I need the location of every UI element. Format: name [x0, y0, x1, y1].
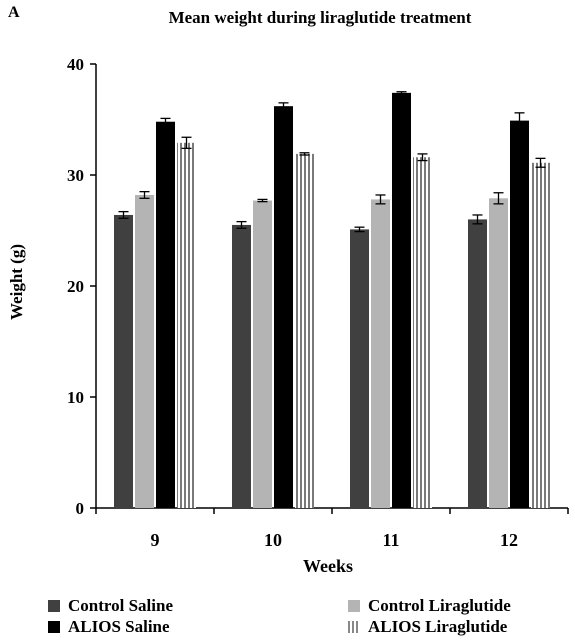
bar: [274, 106, 293, 509]
x-axis-label: Weeks: [303, 556, 353, 576]
bar: [177, 142, 196, 508]
bar: [135, 194, 154, 509]
x-tick-label: 12: [500, 530, 518, 550]
bar: [489, 198, 508, 508]
bar: [413, 157, 432, 509]
bar: [392, 92, 411, 509]
y-tick-label: 40: [67, 55, 84, 74]
bar: [371, 199, 390, 509]
bar: [232, 224, 251, 508]
y-axis-label: Weight (g): [7, 244, 26, 320]
y-tick-label: 0: [76, 499, 85, 518]
bar: [253, 200, 272, 508]
bar: [114, 214, 133, 508]
y-tick-label: 30: [67, 166, 84, 185]
y-tick-label: 10: [67, 388, 84, 407]
bar: [510, 120, 529, 509]
chart-title: Mean weight during liraglutide treatment: [168, 8, 472, 27]
y-tick-label: 20: [67, 277, 84, 296]
x-tick-label: 11: [382, 530, 399, 550]
x-tick-label: 9: [151, 530, 160, 550]
bar: [468, 219, 487, 508]
bar: [156, 121, 175, 508]
bar: [531, 162, 550, 509]
panel-letter: A: [8, 4, 20, 21]
x-tick-label: 10: [264, 530, 282, 550]
bar: [350, 229, 369, 508]
bar: [295, 153, 314, 508]
